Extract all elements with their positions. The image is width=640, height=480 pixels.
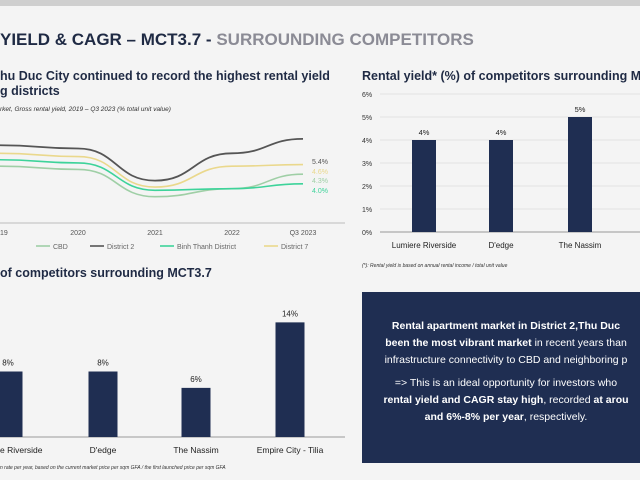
info-line-2: been the most vibrant market in recent y… [372, 335, 640, 352]
info-line-4: => This is an ideal opportunity for inve… [394, 377, 618, 389]
info-line-5-mid: , recorded [543, 394, 594, 406]
bar [489, 140, 513, 232]
legend-label: District 2 [107, 244, 134, 251]
bar-data-label: 4% [419, 128, 430, 137]
slide-title-prefix: YIELD & CAGR – MCT3.7 - [0, 30, 212, 49]
info-box-text: Rental apartment market in District 2,Th… [372, 318, 640, 426]
category-label: Lumiere Riverside [392, 241, 457, 250]
category-label: The Nassim [173, 445, 218, 455]
series-line-district-2 [0, 137, 304, 182]
bar-data-label: 8% [97, 359, 109, 368]
series-line-cbd [0, 165, 304, 198]
info-line-5: rental yield and CAGR stay high, recorde… [372, 392, 640, 409]
bar [568, 117, 592, 232]
bar [88, 371, 118, 437]
info-line-6: and 6%-8% per year, respectively. [372, 409, 640, 426]
rental-yield-bar-chart: 0% 1% 2% 3% 4% 5% 6% 4% Lumiere Riverside 4% D'edg… [362, 92, 640, 250]
y-tick-label: 0% [362, 230, 372, 237]
info-line-3: infrastructure connectivity to CBD and n… [384, 354, 628, 366]
info-line-1: Rental apartment market in District 2,Th… [391, 320, 621, 332]
top-strip [0, 0, 640, 6]
bottom-chart-footnote: n rate per year, based on the current ma… [0, 465, 226, 471]
x-tick-label: Q3 2023 [290, 230, 317, 237]
bar [275, 322, 305, 437]
left-chart-heading-line2: g districts [0, 84, 60, 98]
x-tick-label: 2020 [70, 230, 86, 237]
end-value-label: 4.3% [312, 178, 328, 185]
bar [412, 140, 436, 232]
y-tick-label: 6% [362, 92, 372, 99]
category-label: e Riverside [0, 445, 43, 455]
bottom-chart-heading: of competitors surrounding MCT3.7 [0, 266, 212, 280]
bar-data-label: 8% [2, 359, 14, 368]
info-box: Rental apartment market in District 2,Th… [362, 292, 640, 463]
end-value-label: 4.0% [312, 188, 328, 195]
info-line-6-rest: , respectively. [523, 411, 588, 423]
bar [181, 387, 211, 437]
category-label: The Nassim [559, 241, 602, 250]
bar-data-label: 4% [496, 128, 507, 137]
end-value-label: 5.4% [312, 159, 328, 166]
info-line-5-bold2: at arou [593, 394, 629, 406]
legend-label: District 7 [281, 244, 308, 251]
info-line-6-bold: and 6%-8% per year [424, 411, 524, 423]
bar-data-label: 14% [282, 309, 298, 318]
left-chart-heading-line1: hu Duc City continued to record the high… [0, 69, 330, 83]
info-line-2-bold: been the most vibrant market [385, 337, 532, 349]
category-label: Empire City - Tilia [257, 445, 324, 455]
left-chart-subtitle: rket, Gross rental yield, 2019 – Q3 2023… [0, 106, 171, 113]
y-tick-label: 1% [362, 207, 372, 214]
x-tick-label: 19 [0, 230, 8, 237]
line-chart: 19 2020 2021 2022 Q3 2023 5.4% 4.6% 4.3% 4.0% CBD… [0, 137, 345, 251]
legend-label: Binh Thanh District [177, 244, 236, 251]
legend-label: CBD [53, 244, 68, 251]
info-line-2-rest: in recent years than [531, 337, 627, 349]
end-value-label: 4.6% [312, 169, 328, 176]
bar-data-label: 5% [575, 105, 586, 114]
y-tick-label: 2% [362, 184, 372, 191]
x-tick-label: 2022 [224, 230, 240, 237]
category-label: D'edge [488, 241, 514, 250]
slide-title: YIELD & CAGR – MCT3.7 - SURROUNDING COMP… [0, 30, 474, 50]
series-line-district-7 [0, 152, 304, 188]
y-tick-label: 4% [362, 138, 372, 145]
series-line-binh-thanh-district [0, 158, 304, 192]
right-chart-footnote: (*): Rental yield is based on annual ren… [362, 263, 508, 269]
info-line-5-bold: rental yield and CAGR stay high [383, 394, 544, 406]
cagr-bar-chart: 8% e Riverside 8% D'edge 6% The Nassim 14% Empi… [0, 309, 345, 455]
x-tick-label: 2021 [147, 230, 163, 237]
y-tick-label: 3% [362, 161, 372, 168]
right-chart-heading: Rental yield* (%) of competitors surroun… [362, 69, 640, 83]
slide-title-suffix: SURROUNDING COMPETITORS [216, 30, 474, 49]
bar [0, 371, 23, 437]
bar-data-label: 6% [190, 375, 202, 384]
y-tick-label: 5% [362, 115, 372, 122]
category-label: D'edge [90, 445, 117, 455]
